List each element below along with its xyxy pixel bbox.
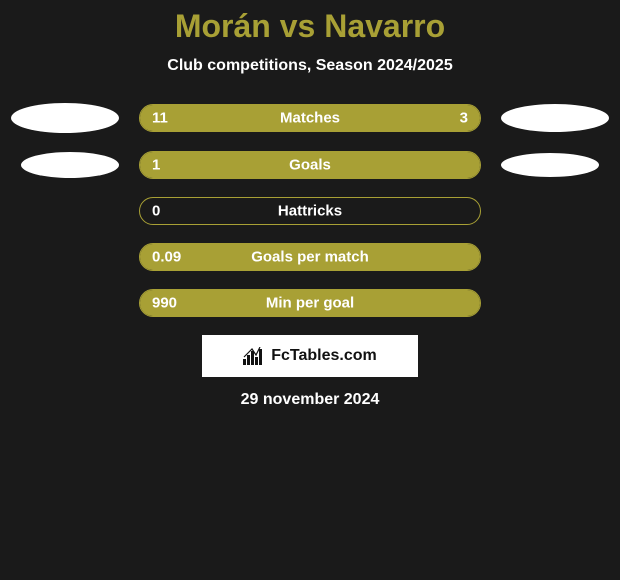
subtitle: Club competitions, Season 2024/2025 bbox=[0, 57, 620, 75]
bar-fill-left bbox=[140, 105, 407, 131]
player-marker-right bbox=[501, 104, 609, 132]
stat-bar: 0 Hattricks bbox=[139, 197, 481, 225]
player-marker-left bbox=[11, 103, 119, 133]
date-text: 29 november 2024 bbox=[0, 391, 620, 409]
stat-value-left: 0 bbox=[152, 203, 160, 220]
bar-chart-icon bbox=[243, 347, 265, 365]
stat-row: 1 Goals bbox=[0, 151, 620, 179]
stat-value-right: 3 bbox=[460, 110, 468, 127]
stat-bar: 11 Matches 3 bbox=[139, 104, 481, 132]
stat-label: Hattricks bbox=[278, 203, 342, 220]
stat-bar: 0.09 Goals per match bbox=[139, 243, 481, 271]
page-title: Morán vs Navarro bbox=[0, 8, 620, 45]
stat-label: Matches bbox=[280, 110, 340, 127]
stat-value-left: 990 bbox=[152, 295, 177, 312]
stat-row: 0 Hattricks bbox=[0, 197, 620, 225]
player-marker-left bbox=[21, 152, 119, 178]
stat-bar: 1 Goals bbox=[139, 151, 481, 179]
stat-label: Min per goal bbox=[266, 295, 354, 312]
player-marker-right bbox=[501, 153, 599, 177]
stat-bar: 990 Min per goal bbox=[139, 289, 481, 317]
stat-row: 0.09 Goals per match bbox=[0, 243, 620, 271]
stat-row: 990 Min per goal bbox=[0, 289, 620, 317]
attribution-badge-wrap: FcTables.com bbox=[0, 335, 620, 377]
stat-value-left: 0.09 bbox=[152, 249, 181, 266]
stat-value-left: 1 bbox=[152, 157, 160, 174]
stat-label: Goals bbox=[289, 157, 331, 174]
stat-row: 11 Matches 3 bbox=[0, 103, 620, 133]
attribution-badge[interactable]: FcTables.com bbox=[202, 335, 418, 377]
comparison-card: Morán vs Navarro Club competitions, Seas… bbox=[0, 0, 620, 409]
attribution-text: FcTables.com bbox=[271, 347, 377, 365]
stat-label: Goals per match bbox=[251, 249, 369, 266]
stat-value-left: 11 bbox=[152, 110, 168, 127]
bar-fill-right bbox=[407, 105, 480, 131]
stat-bars: 11 Matches 3 1 Goals 0 Hattricks 0.09 Goals per … bbox=[0, 103, 620, 317]
